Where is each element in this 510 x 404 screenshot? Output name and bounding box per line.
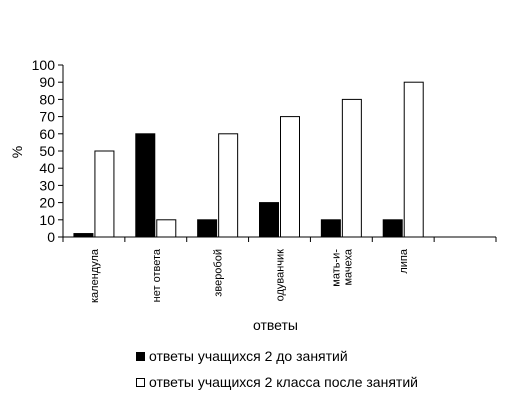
x-axis-title: ответы [253,317,298,333]
x-tick-label: нет ответа [151,248,163,302]
y-tick-label: 60 [39,126,55,142]
y-tick-label: 70 [39,109,55,125]
legend-item-after: ответы учащихся 2 класса после занятий [136,374,418,390]
bar-before [320,219,341,238]
legend-item-before: ответы учащихся 2 до занятий [136,348,348,364]
y-axis-title: % [9,146,25,158]
bar-after [94,150,115,238]
y-tick-label: 30 [39,177,55,193]
legend-swatch-after [136,377,145,387]
legend-label-after: ответы учащихся 2 класса после занятий [149,374,418,390]
y-tick-label: 100 [32,57,56,73]
bar-before [73,233,94,238]
x-tick-label: календула [89,248,101,303]
bar-after [341,98,362,238]
bar-after [280,116,300,238]
x-tick-label: липа [398,248,410,274]
y-tick-label: 80 [39,91,55,107]
legend-label-before: ответы учащихся 2 до занятий [149,348,348,364]
bar-after [403,81,424,238]
bar-after [156,219,177,238]
y-tick-label: 20 [39,195,55,211]
y-tick-label: 50 [39,143,55,159]
y-tick-label: 90 [39,74,55,90]
x-tick-label: мать-и- [330,249,342,287]
x-tick-label: одуванчик [275,249,287,302]
y-tick-label: 0 [47,229,55,245]
bar-before [135,133,156,238]
x-tick-label: зверобой [213,249,225,297]
legend-swatch-before [136,351,145,361]
bar-before [259,202,279,238]
bar-before [197,219,218,238]
bar-before [382,219,403,238]
y-tick-label: 40 [39,160,55,176]
y-tick-label: 10 [39,212,55,228]
bar-after [218,133,239,238]
x-tick-label: мачеха [342,248,354,285]
